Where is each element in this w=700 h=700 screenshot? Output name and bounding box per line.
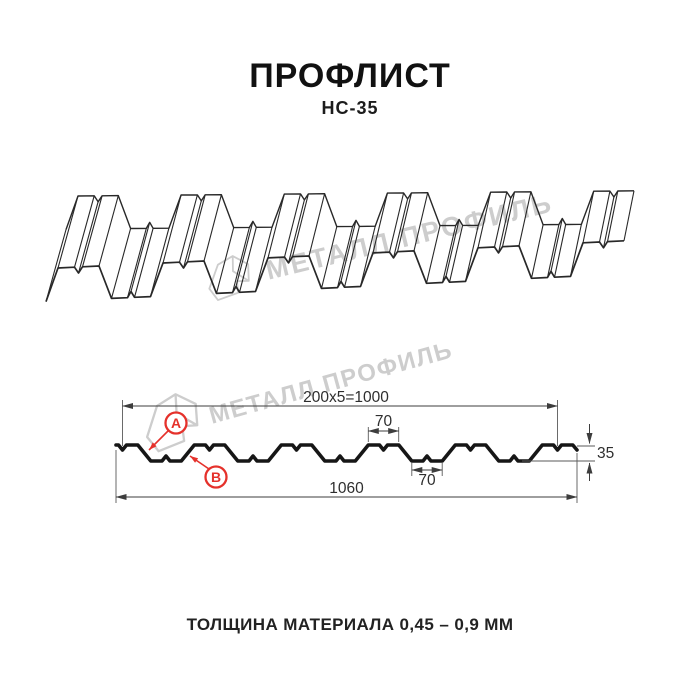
sheet-fold-line bbox=[98, 195, 119, 267]
sheet-fold-line bbox=[343, 226, 360, 288]
sheet-fold-line bbox=[126, 228, 147, 298]
dimension-crest-bottom: 70 bbox=[411, 463, 443, 489]
sheet-fold-line bbox=[340, 220, 357, 282]
sheet-fold-line bbox=[477, 192, 492, 248]
sheet-fold-line bbox=[57, 195, 79, 269]
sheet-fold-line bbox=[291, 193, 309, 257]
sheet-fold-line bbox=[235, 221, 254, 287]
sheet-fold-line bbox=[308, 193, 326, 257]
marker-a: А bbox=[148, 411, 188, 451]
sheet-fold-line bbox=[73, 195, 95, 268]
dimension-label: 70 bbox=[375, 413, 393, 430]
sheet-fold-line bbox=[77, 201, 99, 274]
sheet-fold-line bbox=[203, 194, 222, 262]
sheet-fold-line bbox=[178, 194, 198, 263]
marker-b-letter: В bbox=[211, 469, 221, 485]
sheet-fold-line bbox=[546, 224, 560, 278]
sheet-fold-line bbox=[130, 222, 151, 292]
sheet-fold-line bbox=[336, 226, 354, 288]
sheet-fold-line bbox=[186, 194, 206, 262]
sheet-fold-line bbox=[493, 191, 508, 248]
sheet-fold-line bbox=[81, 195, 103, 267]
profile-model: НС-35 bbox=[321, 98, 379, 118]
dimension-label: 1060 bbox=[329, 480, 364, 497]
sheet-fold-line bbox=[425, 225, 441, 284]
dimension-profile-height: 35 bbox=[522, 424, 614, 481]
sheet-fold-line bbox=[501, 191, 516, 247]
sheet-fold-line bbox=[45, 229, 67, 302]
page-title: ПРОФЛИСТ bbox=[249, 57, 451, 95]
sheet-fold-line bbox=[372, 192, 388, 254]
dimension-overall-width: 1060 bbox=[115, 450, 578, 503]
sheet-fold-line bbox=[553, 224, 567, 278]
sheet-fold-line bbox=[448, 225, 464, 283]
sheet-fold-line bbox=[396, 192, 413, 252]
sheet-fold-line bbox=[602, 196, 615, 248]
sheet-fold-line bbox=[388, 192, 405, 253]
sheet-fold-line bbox=[598, 190, 611, 243]
sheet-fold-line bbox=[254, 227, 273, 292]
sheet-near-edge bbox=[45, 239, 625, 302]
sheet-fold-line bbox=[182, 200, 202, 269]
sheet-fold-line bbox=[518, 191, 532, 247]
sheet-fold-line bbox=[215, 227, 235, 294]
sheet-fold-line bbox=[133, 228, 154, 298]
marker-a-circle bbox=[164, 411, 188, 435]
cross-section-view: 200x5=1000 70 70 1060 bbox=[114, 389, 614, 503]
sheet-fold-line bbox=[392, 198, 409, 259]
watermark-text: МЕТАЛЛ ПРОФИЛЬ bbox=[206, 336, 456, 429]
sheet-fold-line bbox=[287, 199, 305, 264]
profile-outline bbox=[114, 443, 579, 463]
sheet-3d-silhouette bbox=[46, 190, 634, 302]
sheet-fold-line bbox=[445, 219, 460, 277]
dimension-label: 35 bbox=[597, 445, 614, 462]
dimension-module-width: 200x5=1000 bbox=[122, 389, 558, 446]
sheet-fold-line bbox=[530, 224, 544, 279]
dimension-crest-top: 70 bbox=[367, 413, 400, 442]
sheet-fold-line bbox=[623, 190, 635, 241]
sheet-fold-line bbox=[320, 226, 338, 289]
sheet-fold-line bbox=[497, 197, 512, 254]
marker-a-letter: А bbox=[171, 415, 181, 431]
sheet-fold-line bbox=[231, 227, 250, 293]
sheet-fold-line bbox=[582, 191, 595, 243]
marker-b: В bbox=[189, 455, 228, 489]
sheet-fold-line bbox=[283, 193, 302, 258]
sheet-fold-line bbox=[238, 227, 257, 293]
sheet-fold-line bbox=[413, 192, 429, 252]
sheet-far-edge bbox=[65, 190, 635, 230]
sheet-fold-line bbox=[550, 218, 563, 272]
sheet-fold-line bbox=[110, 228, 132, 299]
sheet-fold-line bbox=[606, 190, 619, 242]
sheet-fold-line bbox=[162, 194, 182, 264]
marker-b-circle bbox=[204, 465, 228, 489]
sheet-fold-line bbox=[569, 224, 582, 277]
sheet-fold-line bbox=[359, 226, 376, 287]
thickness-note: ТОЛЩИНА МАТЕРИАЛА 0,45 – 0,9 ММ bbox=[186, 615, 514, 634]
watermark-cross-section: МЕТАЛЛ ПРОФИЛЬ bbox=[145, 336, 456, 453]
dimension-label: 200x5=1000 bbox=[303, 389, 389, 406]
sheet-fold-line bbox=[149, 228, 170, 297]
sheet-3d-face bbox=[46, 190, 634, 302]
sheet-3d-view bbox=[45, 190, 635, 302]
sheet-fold-line bbox=[441, 225, 457, 283]
sheet-fold-line bbox=[464, 225, 479, 282]
dimension-label: 70 bbox=[418, 472, 436, 489]
sheet-fold-line bbox=[267, 193, 285, 259]
